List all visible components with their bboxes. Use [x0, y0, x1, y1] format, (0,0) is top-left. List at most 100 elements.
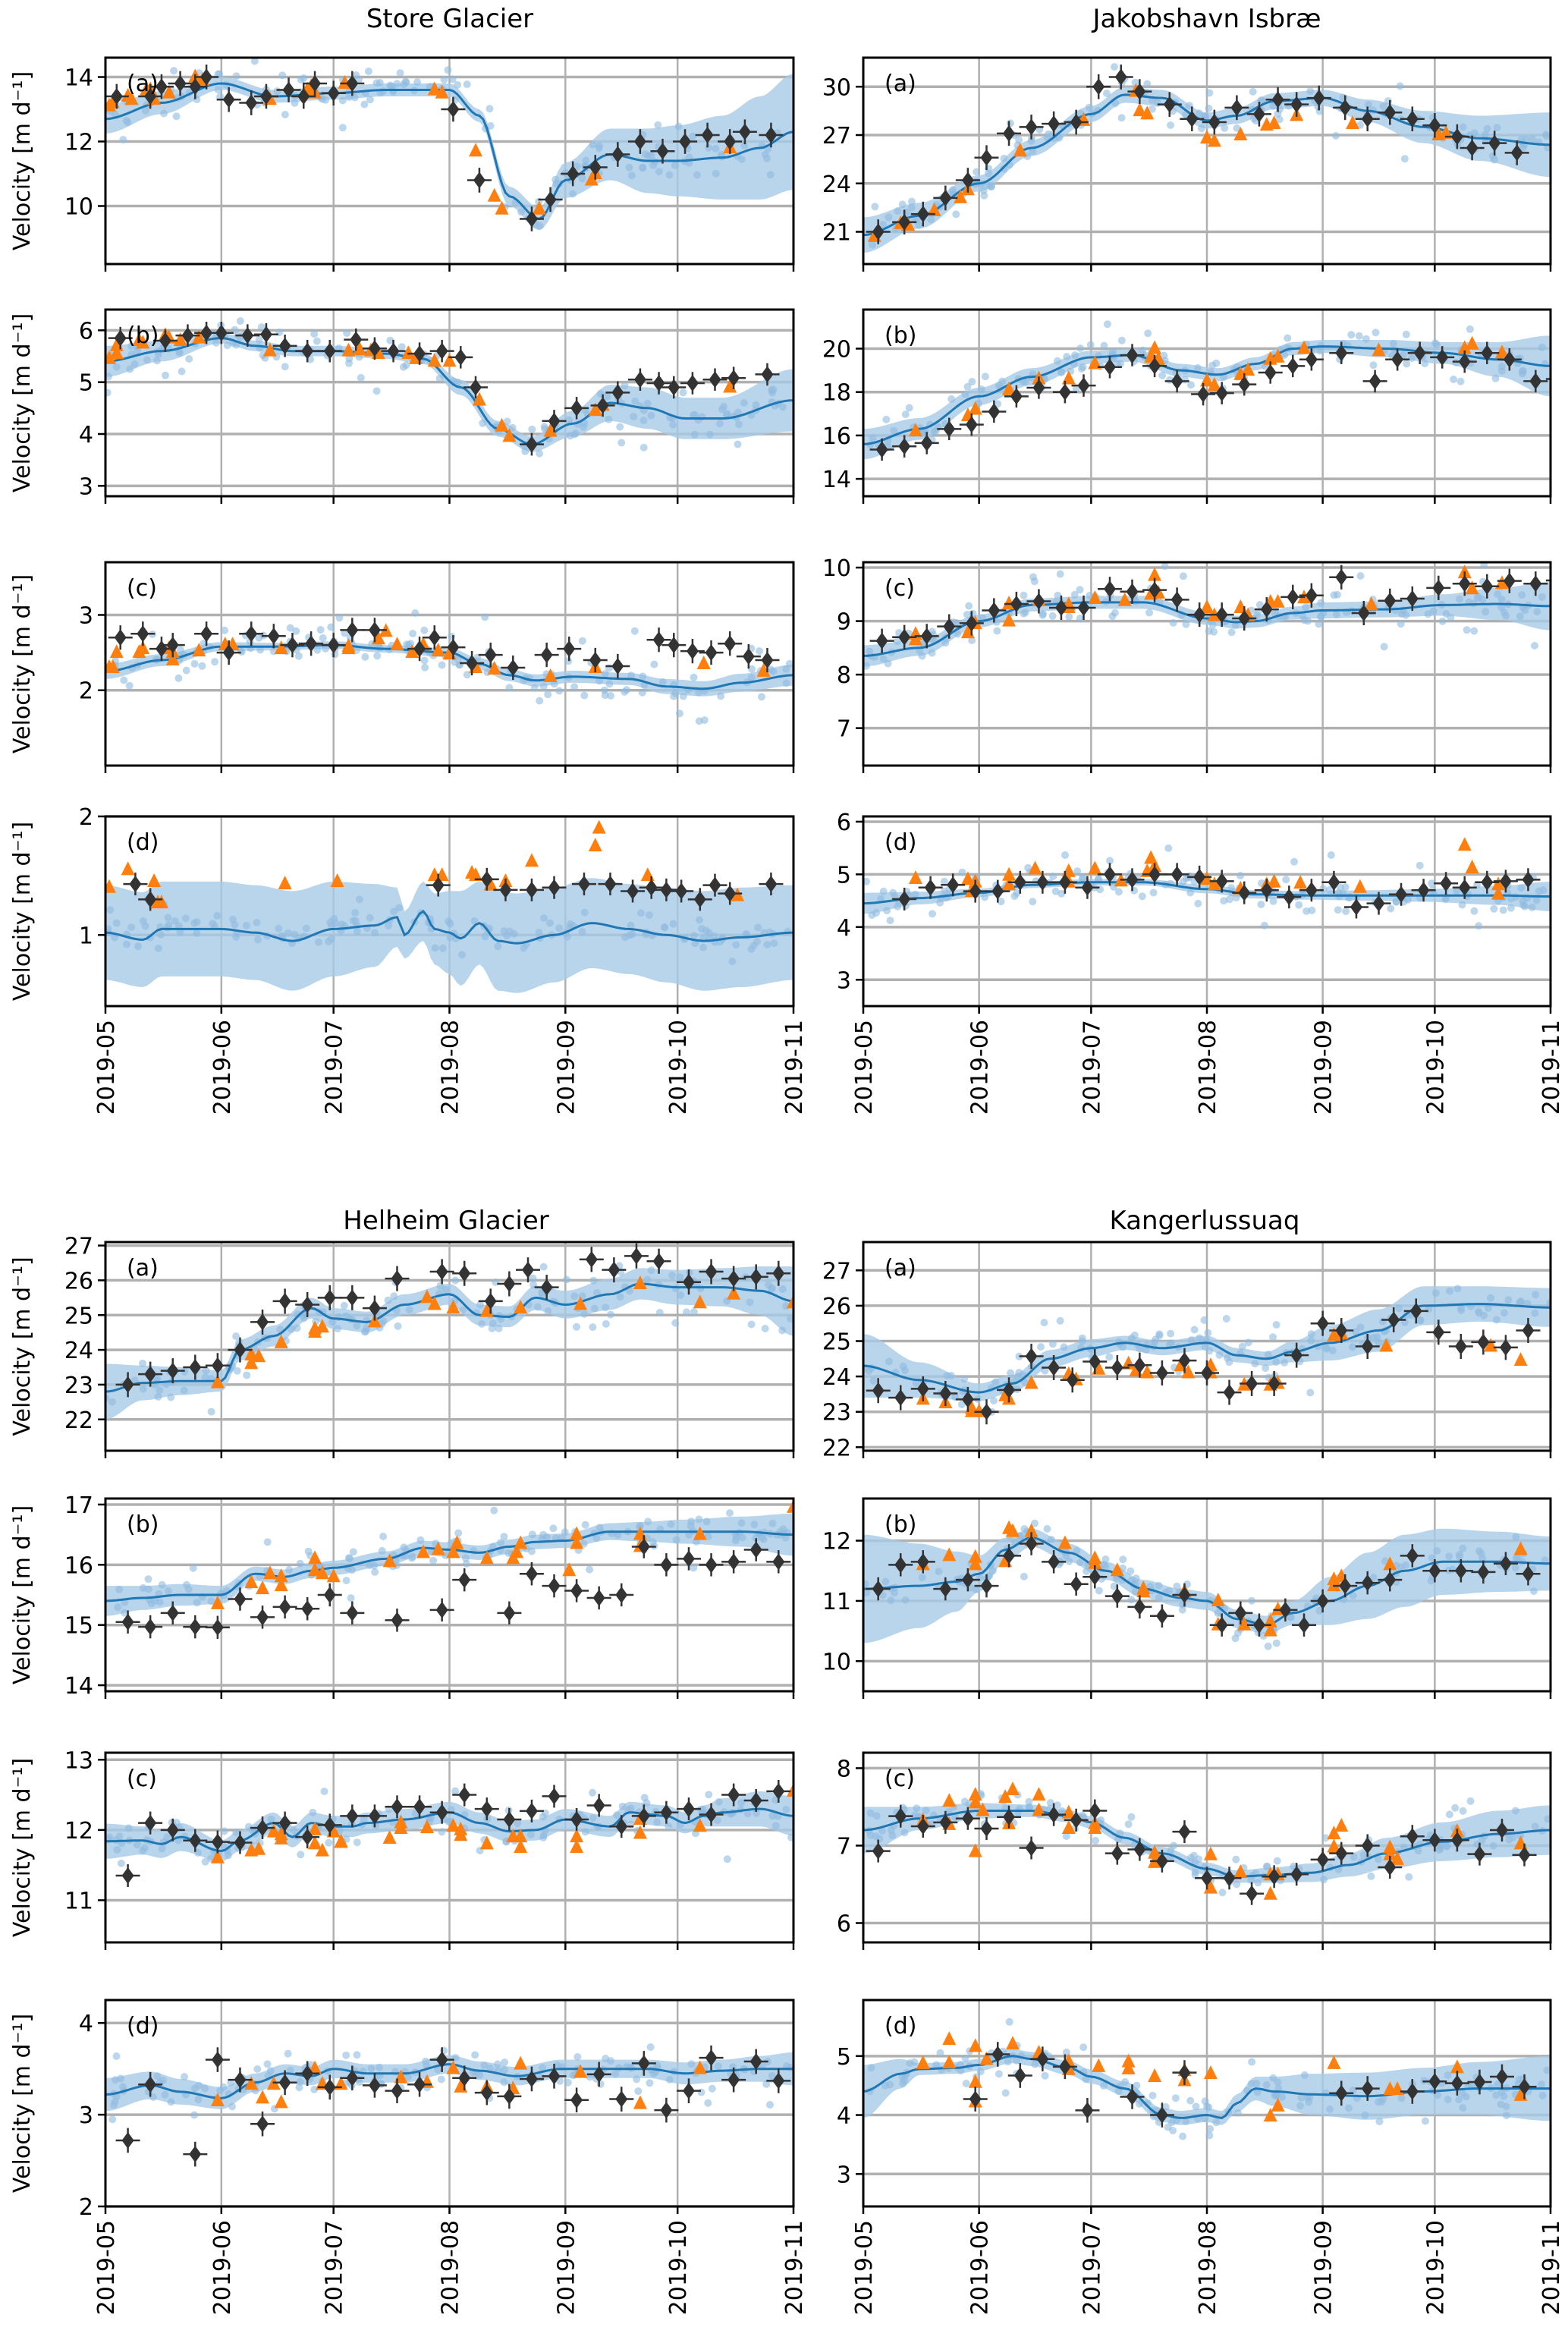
diamond-marker — [567, 165, 580, 182]
observation-point — [1085, 103, 1093, 112]
diamond-marker — [256, 1609, 269, 1626]
triangle-marker — [1121, 2060, 1136, 2074]
x-tick-label: 2019-07 — [1079, 2220, 1105, 2315]
observation-point — [756, 647, 764, 655]
x-tick-label: 2019-06 — [209, 2220, 236, 2315]
observation-point — [1054, 591, 1062, 599]
diamond-marker — [144, 88, 157, 105]
diamond-marker — [1298, 1616, 1311, 1634]
observation-point — [988, 1567, 997, 1575]
observation-point — [255, 634, 263, 642]
observation-point — [625, 163, 633, 171]
panel-label: (c) — [127, 1766, 157, 1792]
observation-point — [361, 653, 369, 661]
observation-point — [1372, 329, 1380, 337]
observation-point — [1070, 590, 1079, 599]
diamond-marker — [727, 370, 740, 387]
observation-point — [1424, 610, 1432, 618]
observation-point — [183, 1580, 190, 1589]
triangle-marker — [262, 1565, 277, 1580]
diamond-marker — [1126, 2088, 1139, 2106]
observation-point — [569, 190, 577, 198]
diamond-marker — [286, 637, 299, 654]
diamond-marker — [1552, 371, 1564, 388]
observation-point — [1060, 1343, 1068, 1351]
observation-point — [416, 1536, 425, 1544]
observation-point — [353, 2051, 361, 2059]
observation-point — [407, 1554, 416, 1562]
diamond-marker — [1316, 1315, 1329, 1332]
observation-point — [1528, 904, 1536, 911]
observation-point — [371, 929, 379, 937]
observation-point — [353, 1322, 361, 1330]
observation-point — [429, 1556, 438, 1565]
panel-label: (c) — [885, 575, 915, 602]
diamond-marker — [222, 644, 235, 662]
observation-point — [1047, 1536, 1055, 1544]
y-axis-label: Velocity [m d⁻¹] — [9, 822, 36, 1001]
diamond-marker — [1081, 879, 1094, 896]
diamond-marker — [894, 1807, 907, 1825]
triangle-marker — [543, 423, 558, 437]
observation-point — [667, 1520, 675, 1528]
diamond-marker — [660, 1556, 673, 1574]
observation-point — [1290, 857, 1298, 866]
diamond-marker — [278, 1598, 291, 1615]
observation-point — [961, 390, 969, 398]
diamond-marker — [961, 1571, 974, 1589]
observation-point — [1117, 360, 1125, 368]
observation-point — [1149, 888, 1158, 897]
diamond-marker — [413, 640, 426, 658]
observation-point — [1458, 901, 1466, 909]
observation-point — [1538, 2080, 1545, 2089]
diamond-marker — [484, 1292, 497, 1310]
observation-point — [112, 2052, 121, 2060]
observation-point — [1519, 367, 1526, 376]
observation-point — [740, 399, 748, 407]
triangle-marker — [1271, 2097, 1285, 2112]
diamond-marker — [980, 149, 993, 166]
diamond-marker — [1155, 1364, 1168, 1382]
observation-point — [1262, 2080, 1271, 2089]
observation-point — [193, 1599, 201, 1607]
observation-point — [687, 2060, 696, 2068]
y-tick-label: 3 — [79, 473, 93, 500]
observation-point — [438, 1828, 446, 1836]
triangle-marker — [446, 2060, 460, 2074]
observation-point — [1403, 360, 1411, 368]
diamond-marker — [1126, 871, 1139, 888]
observation-point — [644, 1517, 652, 1526]
diamond-marker — [686, 375, 699, 392]
observation-point — [1492, 2091, 1500, 2099]
diamond-marker — [1234, 1604, 1247, 1621]
diamond-marker — [435, 1263, 448, 1280]
observation-point — [762, 2080, 771, 2088]
diamond-marker — [1238, 376, 1251, 393]
observation-point — [446, 920, 454, 928]
diamond-marker — [1495, 2068, 1508, 2086]
observation-point — [124, 1824, 133, 1832]
observation-point — [1287, 1613, 1295, 1621]
observation-point — [1345, 2104, 1353, 2112]
observation-point — [1164, 844, 1173, 852]
triangle-marker — [109, 345, 124, 360]
observation-point — [1416, 1316, 1425, 1325]
x-tick-label: 2019-05 — [851, 1020, 878, 1115]
observation-point — [1300, 2071, 1309, 2079]
observation-point — [616, 423, 624, 431]
observation-point — [731, 1536, 740, 1545]
observation-point — [1248, 1596, 1255, 1605]
diamond-marker — [1111, 1587, 1123, 1605]
observation-point — [778, 1326, 787, 1335]
diamond-marker — [894, 1389, 907, 1407]
observation-point — [397, 343, 406, 351]
observation-point — [1254, 1879, 1262, 1887]
observation-point — [263, 2060, 272, 2068]
observation-point — [768, 386, 775, 395]
diamond-marker — [466, 655, 479, 672]
observation-point — [735, 420, 743, 429]
confidence-band — [105, 1266, 793, 1420]
triangle-marker — [416, 1544, 430, 1558]
observation-point — [193, 96, 201, 104]
triangle-marker — [968, 1843, 982, 1857]
